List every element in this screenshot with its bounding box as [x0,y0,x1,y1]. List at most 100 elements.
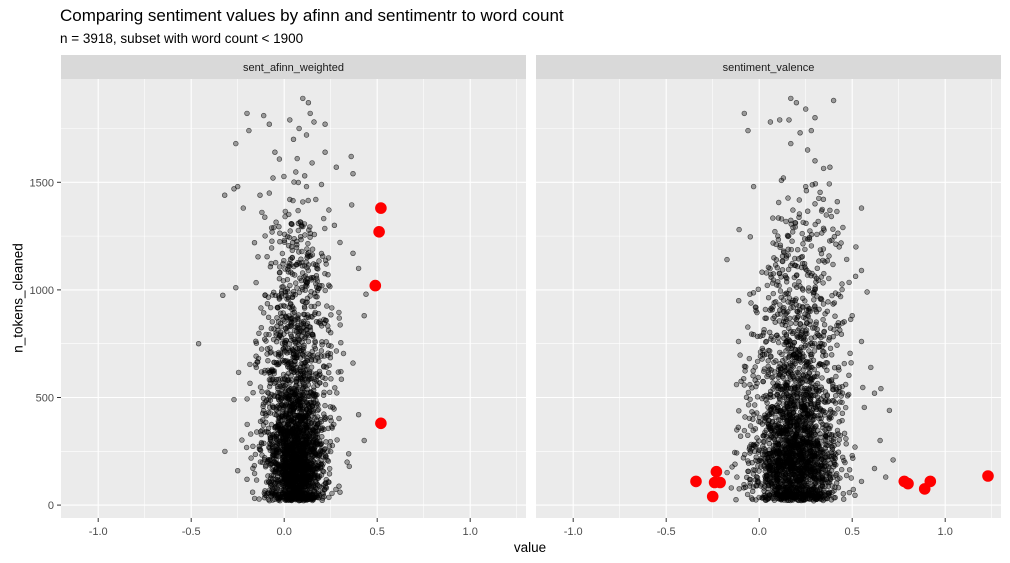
data-point [293,244,300,251]
data-point [839,286,845,293]
data-point [280,451,286,457]
data-point [262,292,268,298]
data-point [754,394,761,400]
data-point [745,324,751,330]
data-point [294,346,301,352]
data-point [778,274,784,280]
data-point [776,117,783,123]
data-point [762,306,769,313]
chart-title: Comparing sentiment values by afinn and … [60,6,564,25]
data-point [878,385,884,392]
data-point [279,386,285,392]
data-point [847,350,853,356]
data-point [822,441,828,447]
data-point [300,428,307,434]
data-point [759,345,765,352]
data-point [281,257,287,264]
data-point [786,117,792,123]
data-point [272,292,279,299]
data-point [803,451,810,457]
data-point [753,483,760,489]
data-point [806,370,812,376]
data-point [301,359,308,366]
data-point [355,412,362,418]
data-point [770,374,776,380]
data-point [288,331,294,337]
data-point [767,391,773,398]
data-point [808,353,814,359]
data-point [853,244,859,250]
data-point [327,414,334,421]
data-point [308,420,315,426]
data-point [793,491,800,497]
data-point [295,207,301,214]
data-point [803,419,810,425]
data-point [328,312,334,318]
data-point [311,303,318,310]
data-point [776,451,783,457]
data-point [821,328,827,335]
data-point [801,406,808,412]
data-point [826,425,833,432]
data-point [301,394,307,400]
data-point [798,264,805,271]
highlighted-point [710,465,723,478]
data-point [839,390,846,396]
data-point [760,433,767,439]
data-point [299,379,306,385]
data-point [259,389,265,395]
data-point [283,337,289,344]
data-point [745,432,751,438]
data-point [262,488,268,494]
data-point [798,401,804,407]
data-point [825,483,831,490]
data-point [789,299,796,306]
data-point [334,390,340,396]
data-point [254,429,260,435]
data-point [314,466,321,472]
data-point [320,468,326,474]
data-point [839,410,846,416]
data-point [292,391,298,397]
data-point [263,331,269,338]
data-point [805,427,811,433]
data-point [780,486,786,492]
data-point [777,288,784,294]
data-point [240,205,247,211]
data-point [877,437,883,444]
data-point [824,392,830,398]
data-point [299,298,306,304]
data-point [288,359,294,365]
data-point [783,333,790,339]
data-point [737,433,744,439]
data-point [312,436,318,443]
data-point [796,486,802,493]
data-point [761,462,767,468]
data-point [775,492,781,498]
data-point [272,149,278,155]
data-point [810,427,817,434]
data-point [815,388,822,395]
data-point [796,279,802,285]
data-point [251,240,258,246]
data-point [290,336,296,342]
data-point [301,304,308,310]
data-point [760,438,767,445]
data-point [834,427,841,434]
data-point [890,457,896,463]
data-point [262,492,268,498]
data-point [287,301,294,307]
data-point [305,240,311,247]
data-point [308,288,314,295]
data-point [264,254,270,260]
data-point [759,269,765,275]
data-point [329,490,335,497]
data-point [262,233,268,239]
data-point [268,260,274,267]
data-point [277,269,283,276]
data-point [745,402,752,408]
data-point [759,452,766,458]
data-point [833,462,839,468]
data-point [776,399,782,406]
data-point [741,110,747,117]
